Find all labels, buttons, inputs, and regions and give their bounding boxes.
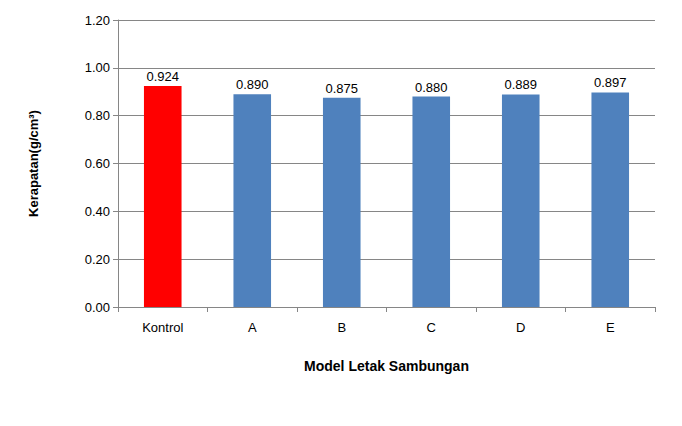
svg-text:0.20: 0.20 xyxy=(85,252,110,267)
svg-text:A: A xyxy=(248,320,257,335)
svg-text:0.80: 0.80 xyxy=(85,108,110,123)
svg-text:E: E xyxy=(606,320,615,335)
svg-text:1.20: 1.20 xyxy=(85,13,110,28)
svg-text:Kerapatan(g/cm³): Kerapatan(g/cm³) xyxy=(26,110,41,217)
svg-text:0.00: 0.00 xyxy=(85,300,110,315)
svg-text:0.60: 0.60 xyxy=(85,156,110,171)
svg-text:0.875: 0.875 xyxy=(325,81,358,96)
svg-text:0.924: 0.924 xyxy=(146,69,179,84)
svg-text:B: B xyxy=(337,320,346,335)
svg-text:Kontrol: Kontrol xyxy=(142,320,183,335)
svg-text:1.00: 1.00 xyxy=(85,60,110,75)
svg-text:0.880: 0.880 xyxy=(415,80,448,95)
svg-text:Model Letak Sambungan: Model Letak Sambungan xyxy=(304,358,469,374)
svg-text:0.889: 0.889 xyxy=(504,77,537,92)
svg-text:0.890: 0.890 xyxy=(236,77,269,92)
svg-text:0.40: 0.40 xyxy=(85,204,110,219)
svg-text:0.897: 0.897 xyxy=(594,75,627,90)
svg-text:D: D xyxy=(516,320,525,335)
svg-text:C: C xyxy=(427,320,436,335)
